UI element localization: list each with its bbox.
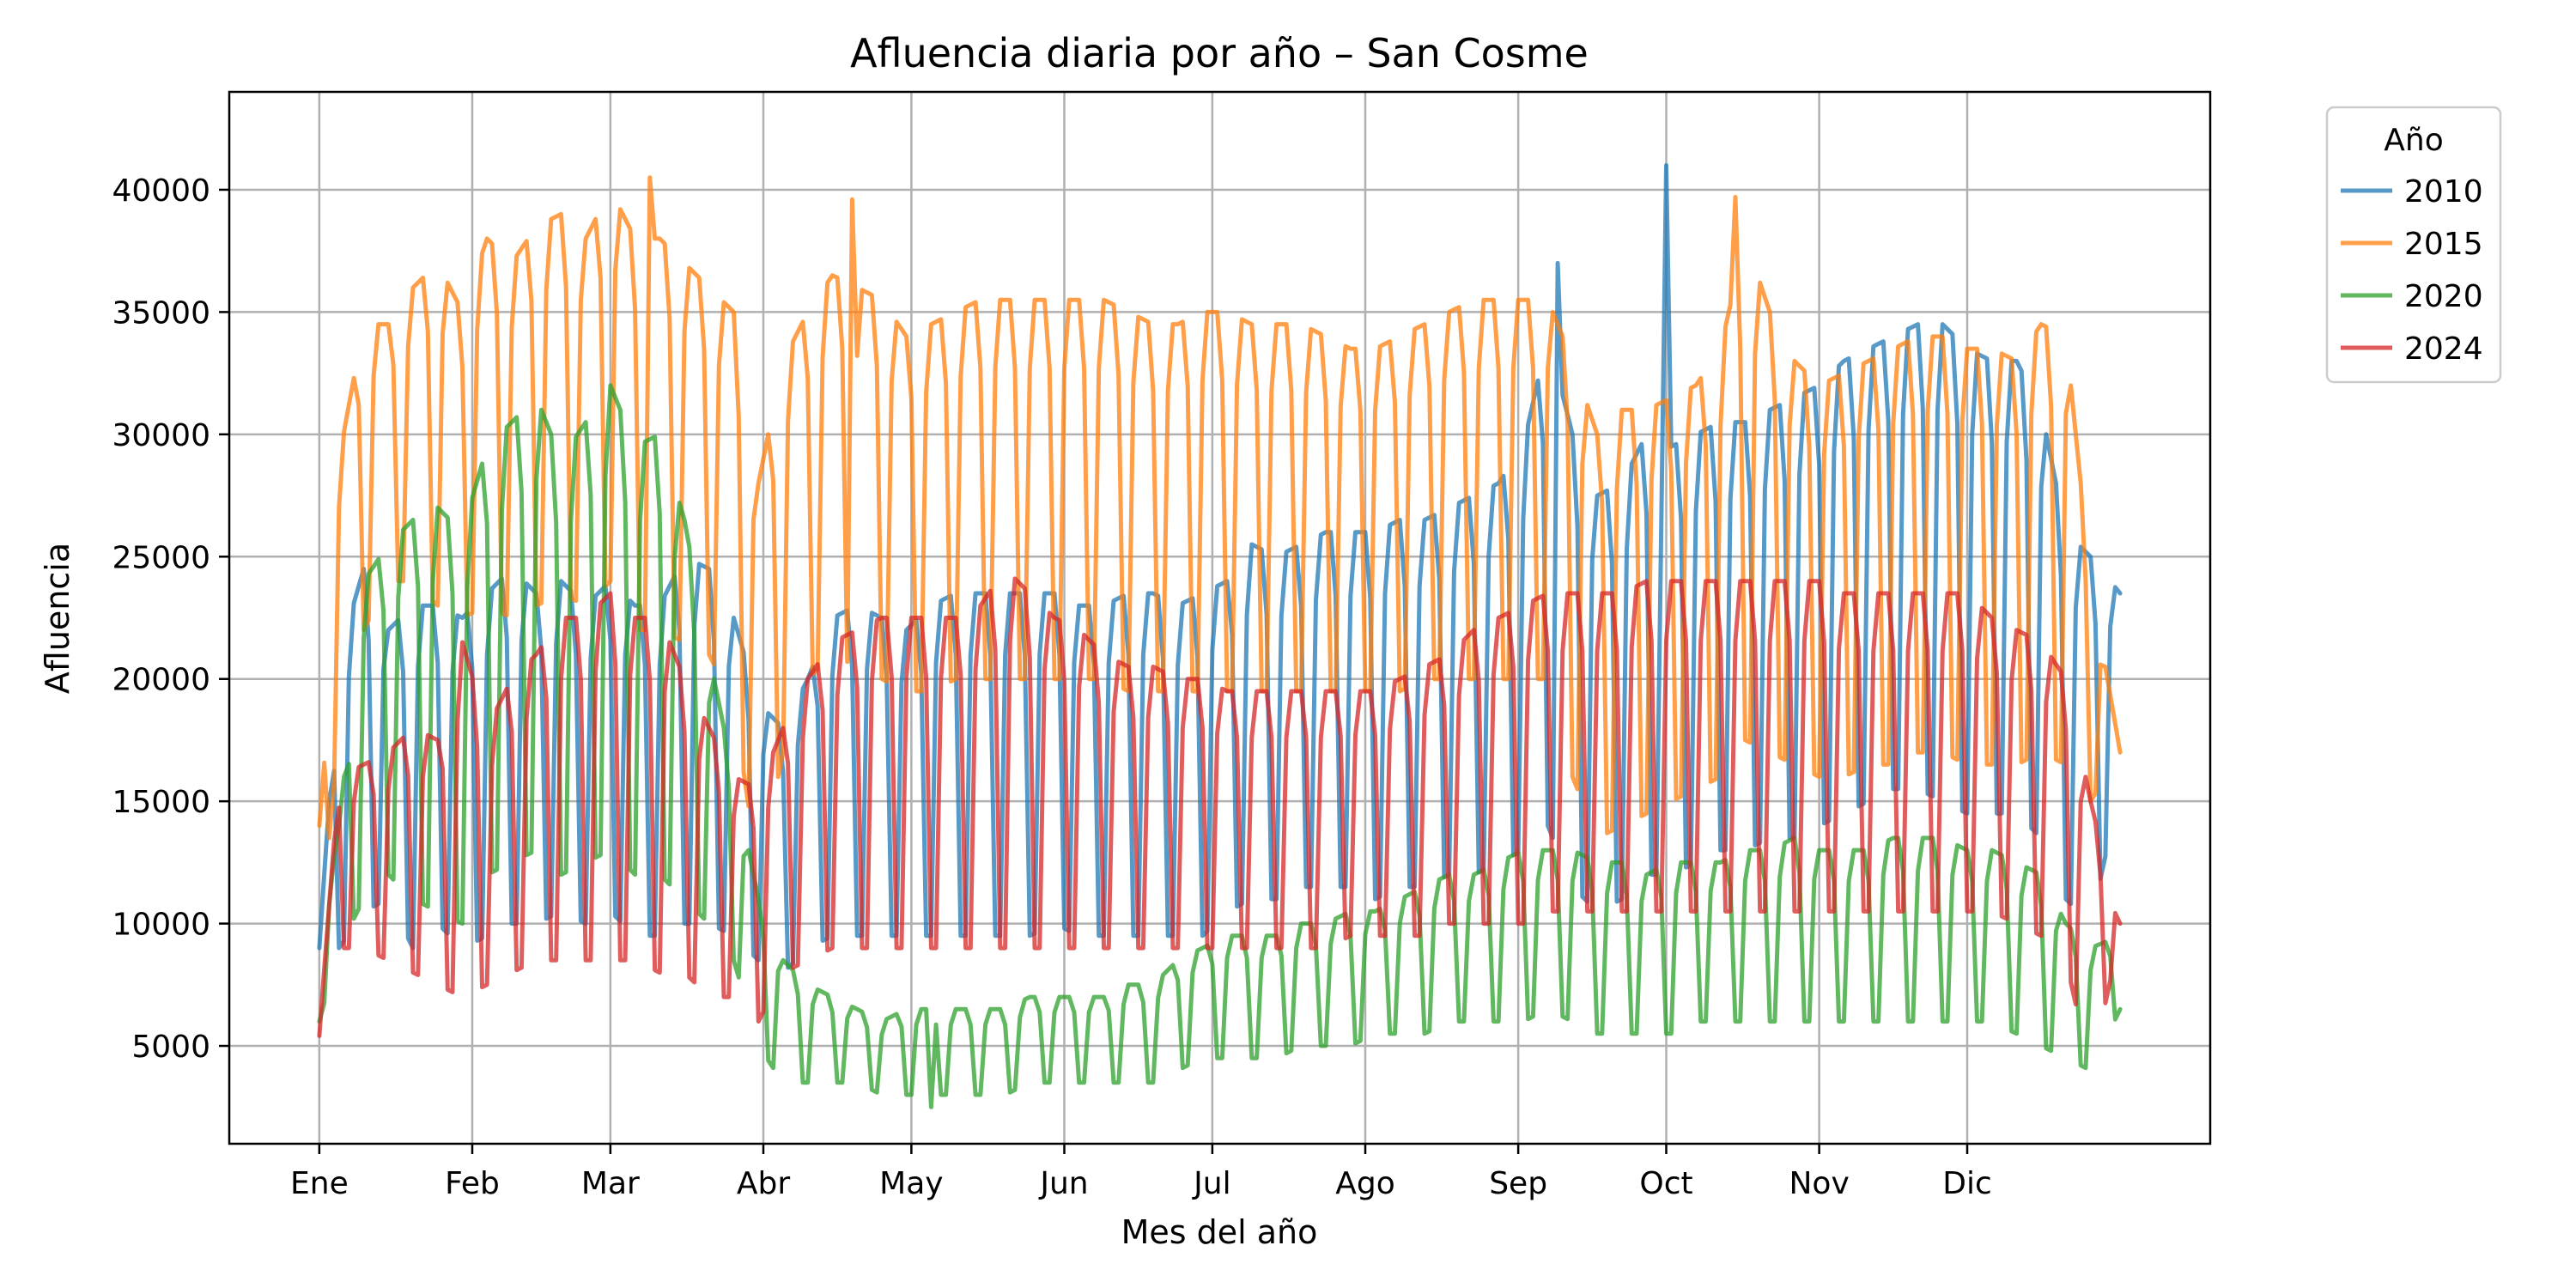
legend-box (2325, 106, 2502, 384)
legend-items: 2010 2015 2020 2024 (2341, 174, 2483, 367)
x-tick-label: Mar (581, 1166, 640, 1201)
x-tick-label: Nov (1789, 1166, 1850, 1201)
y-axis: 5000 10000 15000 20000 25000 30000 35000 40000 (112, 173, 229, 1065)
x-tick-label: Feb (445, 1166, 500, 1201)
x-axis: Ene Feb Mar Abr May Jun Jul Ago Sep Oct Nov Dic (290, 1144, 1992, 1201)
legend-label: 2024 (2404, 331, 2483, 367)
y-tick-label: 15000 (112, 785, 210, 820)
series-line-2015 (317, 175, 2123, 841)
series-line-2020 (317, 383, 2123, 1109)
y-tick-label: 20000 (112, 663, 210, 698)
y-tick-label: 40000 (112, 173, 210, 209)
y-tick-label: 30000 (112, 418, 210, 453)
series-group (317, 163, 2123, 1109)
legend: Año 2010 2015 2020 2024 (2325, 106, 2502, 384)
x-tick-label: Abr (737, 1166, 790, 1201)
plot-frame (228, 90, 2212, 1145)
series-line-2024 (317, 576, 2123, 1038)
legend-label: 2015 (2404, 227, 2483, 262)
y-tick-label: 10000 (112, 908, 210, 943)
x-tick-label: Ago (1335, 1166, 1395, 1201)
x-tick-label: Ene (290, 1166, 349, 1201)
chart-title: Afluencia diaria por año – San Cosme (850, 30, 1589, 76)
legend-label: 2010 (2404, 174, 2483, 210)
y-tick-label: 5000 (131, 1030, 210, 1065)
legend-title: Año (2384, 123, 2443, 158)
y-tick-label: 25000 (112, 540, 210, 575)
y-axis-label: Afluencia (39, 543, 76, 694)
x-tick-label: Jun (1038, 1166, 1088, 1201)
y-tick-label: 35000 (112, 295, 210, 331)
x-tick-label: Oct (1639, 1166, 1692, 1201)
x-tick-label: Jul (1192, 1166, 1230, 1201)
legend-label: 2020 (2404, 279, 2483, 314)
x-tick-label: May (879, 1166, 943, 1201)
x-axis-label: Mes del año (1121, 1213, 1318, 1251)
x-tick-label: Sep (1489, 1166, 1547, 1201)
x-tick-label: Dic (1942, 1166, 1992, 1201)
